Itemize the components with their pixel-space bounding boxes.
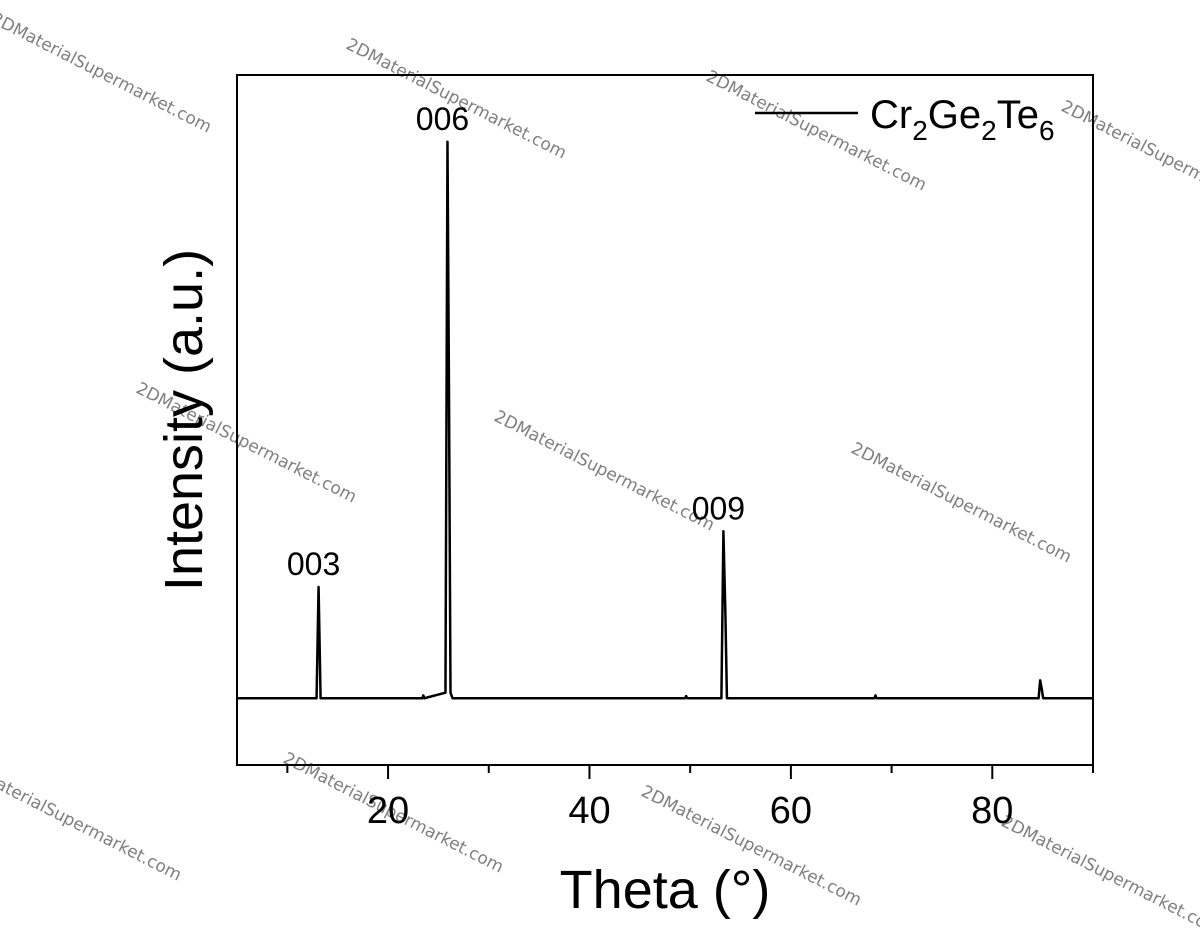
watermark-text: 2DMaterialSupermarket.com [0,9,215,138]
series-line [237,140,1093,700]
x-axis-title: Theta (°) [560,860,771,920]
watermark-text: 2DMaterialSupermarket.com [0,757,185,886]
peak-labels: 003 006 009 [287,101,745,582]
watermark-text: 2DMaterialSupermarket.com [491,407,718,536]
x-tick-label: 60 [770,790,812,832]
watermark-text: 2DMaterialSupermarket.com [1058,97,1200,226]
x-tick-label: 80 [971,790,1013,832]
legend: Cr2Ge2Te6 [755,93,1055,146]
watermark-text: 2DMaterialSupermarket.com [848,439,1075,568]
legend-label: Cr2Ge2Te6 [870,93,1055,146]
x-tick-label: 20 [367,790,409,832]
plot-frame [236,74,1094,766]
watermark-text: 2DMaterialSupermarket.com [998,812,1200,941]
y-axis-title: Intensity (a.u.) [154,249,214,591]
watermark-text: 2DMaterialSupermarket.com [343,35,570,164]
peak-label-006: 006 [416,101,469,137]
x-tick-label: 40 [568,790,610,832]
peak-label-003: 003 [287,546,340,582]
peak-label-009: 009 [692,490,745,526]
x-axis-ticks: 20 40 60 80 [286,765,1094,832]
